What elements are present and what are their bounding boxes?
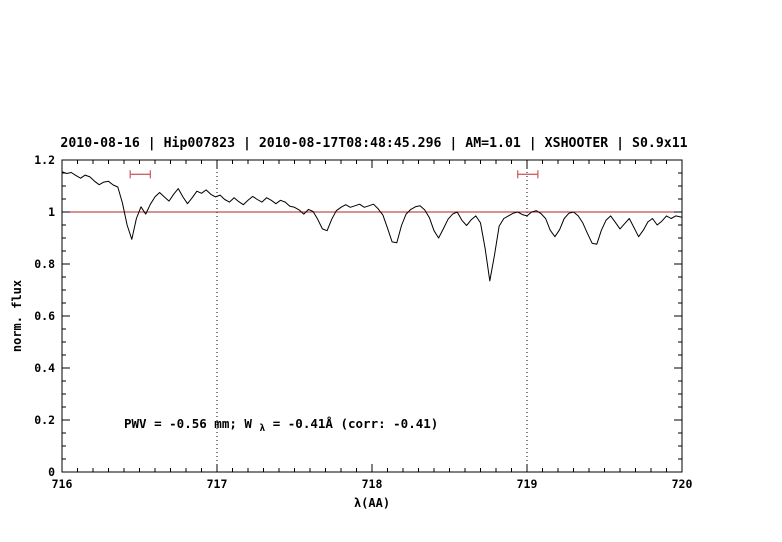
range-marker bbox=[517, 170, 539, 179]
pwv-annotation-sub: λ bbox=[259, 423, 265, 434]
y-axis-label: norm. flux bbox=[10, 280, 24, 352]
y-tick-labels: 0 0.2 0.4 0.6 0.8 1 1.2 bbox=[34, 153, 55, 479]
x-tick-label: 716 bbox=[52, 477, 73, 491]
y-tick-label: 1.2 bbox=[34, 153, 55, 167]
x-tick-label: 720 bbox=[672, 477, 693, 491]
y-tick-label: 0.2 bbox=[34, 413, 55, 427]
pwv-annotation-pre: PWV = -0.56 mm; W bbox=[124, 416, 252, 431]
pwv-annotation: PWV = -0.56 mm; W λ = -0.41Å (corr: -0.4… bbox=[124, 416, 438, 434]
y-tick-label: 0.8 bbox=[34, 257, 55, 271]
x-tick-label: 719 bbox=[517, 477, 538, 491]
y-tick-label: 0 bbox=[48, 465, 55, 479]
x-axis-label: λ(AA) bbox=[354, 496, 390, 510]
range-marker bbox=[129, 170, 152, 179]
plot-frame bbox=[61, 159, 683, 473]
x-tick-labels: 716 717 718 719 720 bbox=[52, 477, 693, 491]
y-tick-label: 0.6 bbox=[34, 309, 55, 323]
x-tick-label: 717 bbox=[207, 477, 228, 491]
y-tick-label: 1 bbox=[48, 205, 55, 219]
spectrum-series-layer bbox=[61, 171, 683, 282]
pwv-annotation-post: = -0.41Å (corr: -0.41) bbox=[273, 416, 439, 431]
range-marker-layer bbox=[129, 170, 539, 179]
y-tick-label: 0.4 bbox=[34, 361, 55, 375]
spectrum-line bbox=[61, 171, 683, 282]
x-tick-label: 718 bbox=[362, 477, 383, 491]
chart-title: 2010-08-16 | Hip007823 | 2010-08-17T08:4… bbox=[60, 135, 687, 151]
